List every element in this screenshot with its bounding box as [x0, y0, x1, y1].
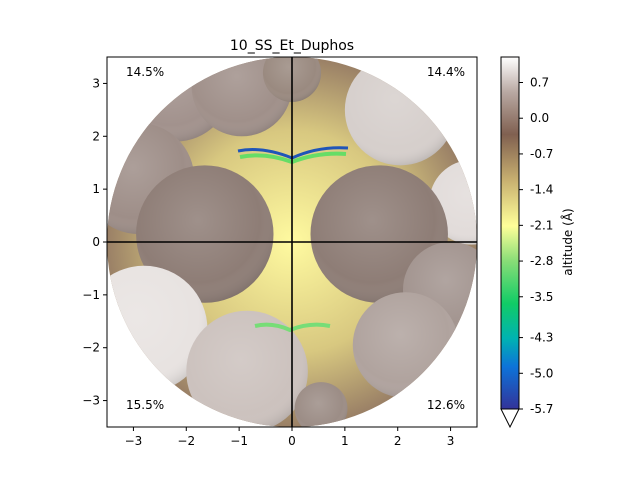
atom-sphere [429, 160, 477, 245]
atom-shading [294, 382, 348, 427]
atom-shading [186, 310, 308, 427]
quadrant-label-top-right: 14.4% [427, 65, 465, 79]
atom-shading [429, 160, 477, 245]
colorbar-tick-label: 0.7 [530, 76, 549, 90]
colorbar-tick-label: -2.1 [530, 218, 553, 232]
y-tick-label: −1 [82, 288, 100, 302]
colorbar-extend-triangle [500, 408, 520, 429]
colorbar-frame [500, 56, 520, 410]
x-tick-label: 1 [341, 434, 349, 448]
atom-sphere [352, 292, 459, 398]
atom-sphere [294, 382, 348, 427]
colorbar-tick-label: -5.0 [530, 366, 553, 380]
colorbar-tick-label: 0.0 [530, 111, 549, 125]
atom-sphere [186, 310, 308, 427]
x-tick-label: −3 [125, 434, 143, 448]
x-axis: −3 −2 −1 0 1 2 3 [125, 427, 455, 448]
atom-shading [352, 292, 459, 398]
colorbar-gradient [501, 57, 519, 409]
y-tick-label: −2 [82, 341, 100, 355]
y-tick-label: 2 [92, 129, 100, 143]
colorbar-tick-label: -0.7 [530, 147, 553, 161]
x-tick-label: −1 [230, 434, 248, 448]
plot-area [107, 57, 477, 427]
x-tick-label: 2 [394, 434, 402, 448]
y-axis: 3 2 1 0 −1 −2 −3 [82, 76, 107, 408]
green-contour-bottom [254, 322, 331, 333]
x-tick-label: 0 [288, 434, 296, 448]
x-tick-label: 3 [447, 434, 455, 448]
colorbar-tick-label: -5.7 [530, 402, 553, 416]
atom-shading [136, 165, 274, 303]
colorbar-label: altitude (Å) [560, 208, 575, 275]
colorbar-tick-label: -2.8 [530, 254, 553, 268]
quadrant-label-top-left: 14.5% [126, 65, 164, 79]
quadrant-label-bottom-right: 12.6% [427, 398, 465, 412]
colorbar: 0.7 0.0 -0.7 -1.4 -2.1 -2.8 -3.5 -4.3 -5.0 -5.7 a… [500, 56, 575, 429]
colorbar-tick-label: -1.4 [530, 183, 553, 197]
y-tick-label: 0 [92, 235, 100, 249]
chart-title: 10_SS_Et_Duphos [230, 38, 354, 54]
y-tick-label: −3 [82, 394, 100, 408]
y-tick-label: 1 [92, 182, 100, 196]
y-tick-label: 3 [92, 76, 100, 90]
x-tick-label: −2 [177, 434, 195, 448]
colorbar-tick-label: -4.3 [530, 331, 553, 345]
quadrant-label-bottom-left: 15.5% [126, 398, 164, 412]
colorbar-ticks: 0.7 0.0 -0.7 -1.4 -2.1 -2.8 -3.5 -4.3 -5.0 -5.7 [519, 76, 553, 416]
atom-sphere [136, 165, 274, 303]
colorbar-tick-label: -3.5 [530, 290, 553, 304]
